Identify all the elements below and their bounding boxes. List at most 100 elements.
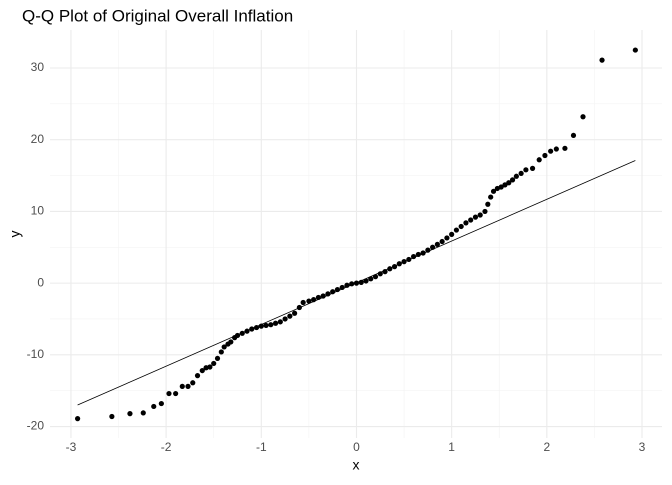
point bbox=[179, 383, 185, 389]
point bbox=[363, 278, 369, 284]
point bbox=[453, 227, 460, 233]
point bbox=[425, 247, 431, 253]
point bbox=[430, 244, 436, 250]
y-tick-label: 10 bbox=[31, 204, 45, 218]
point bbox=[268, 322, 274, 328]
point bbox=[434, 241, 440, 247]
point bbox=[339, 284, 345, 291]
point bbox=[296, 304, 302, 311]
point bbox=[488, 194, 494, 200]
point bbox=[372, 274, 379, 280]
point bbox=[282, 316, 288, 322]
point bbox=[536, 157, 542, 163]
point bbox=[277, 319, 283, 325]
point bbox=[287, 313, 293, 319]
point bbox=[349, 281, 355, 287]
point bbox=[300, 299, 306, 306]
x-tick-label: 0 bbox=[353, 440, 360, 454]
point bbox=[406, 256, 412, 263]
point bbox=[382, 269, 388, 275]
point bbox=[306, 298, 312, 304]
chart-title: Q-Q Plot of Original Overall Inflation bbox=[22, 6, 293, 25]
point bbox=[234, 332, 241, 339]
point bbox=[632, 47, 638, 53]
point bbox=[523, 167, 529, 173]
point bbox=[444, 235, 450, 241]
point bbox=[151, 403, 157, 410]
x-tick-label: 2 bbox=[543, 440, 550, 454]
x-tick-label: -3 bbox=[66, 440, 77, 454]
x-axis-title: x bbox=[353, 457, 360, 473]
point bbox=[263, 322, 269, 329]
point bbox=[553, 146, 559, 152]
point bbox=[401, 259, 407, 265]
point bbox=[166, 390, 172, 397]
y-tick-label: -10 bbox=[27, 347, 45, 361]
point bbox=[518, 170, 524, 177]
x-tick-label: 1 bbox=[448, 440, 455, 454]
point bbox=[315, 294, 322, 301]
point bbox=[75, 416, 81, 422]
point bbox=[140, 410, 146, 416]
point bbox=[221, 344, 227, 350]
y-tick-label: 20 bbox=[31, 132, 45, 146]
point bbox=[244, 328, 250, 334]
point bbox=[599, 57, 605, 63]
y-tick-label: -20 bbox=[27, 419, 45, 433]
point bbox=[185, 383, 191, 389]
x-tick-label: -2 bbox=[161, 440, 172, 454]
point bbox=[228, 339, 234, 345]
point bbox=[173, 390, 179, 397]
point bbox=[258, 323, 264, 329]
point bbox=[490, 188, 497, 194]
point bbox=[377, 271, 383, 277]
point bbox=[391, 264, 398, 270]
point bbox=[458, 223, 464, 230]
point bbox=[396, 261, 402, 267]
point bbox=[477, 212, 483, 218]
point bbox=[292, 310, 298, 316]
point bbox=[334, 286, 341, 293]
point bbox=[529, 165, 536, 171]
point bbox=[513, 173, 519, 179]
point bbox=[472, 214, 479, 220]
point bbox=[410, 253, 417, 260]
point bbox=[311, 297, 317, 303]
point bbox=[542, 152, 548, 159]
point bbox=[207, 364, 213, 370]
point bbox=[325, 291, 331, 297]
point bbox=[109, 413, 115, 420]
y-tick-label: 0 bbox=[37, 275, 44, 289]
point bbox=[353, 280, 360, 286]
point bbox=[211, 360, 217, 367]
point bbox=[158, 400, 164, 407]
point bbox=[194, 373, 201, 379]
point bbox=[239, 330, 245, 336]
point bbox=[415, 251, 421, 258]
point bbox=[482, 208, 488, 215]
x-tick-label: 3 bbox=[639, 440, 646, 454]
point bbox=[214, 355, 221, 362]
point bbox=[468, 217, 474, 223]
point bbox=[420, 250, 426, 256]
point bbox=[580, 114, 586, 120]
point bbox=[127, 411, 133, 417]
point bbox=[548, 148, 554, 154]
point bbox=[253, 324, 260, 331]
point bbox=[368, 276, 374, 282]
point bbox=[344, 282, 350, 288]
point bbox=[485, 201, 491, 207]
point bbox=[190, 380, 196, 386]
point bbox=[358, 279, 364, 286]
point bbox=[218, 349, 224, 355]
point bbox=[249, 326, 255, 332]
x-tick-label: -1 bbox=[256, 440, 267, 454]
point bbox=[320, 293, 326, 299]
point bbox=[439, 238, 445, 245]
point bbox=[463, 220, 469, 226]
y-axis-title: y bbox=[7, 231, 23, 238]
point bbox=[330, 289, 336, 295]
point bbox=[502, 182, 508, 188]
y-tick-label: 30 bbox=[31, 60, 45, 74]
